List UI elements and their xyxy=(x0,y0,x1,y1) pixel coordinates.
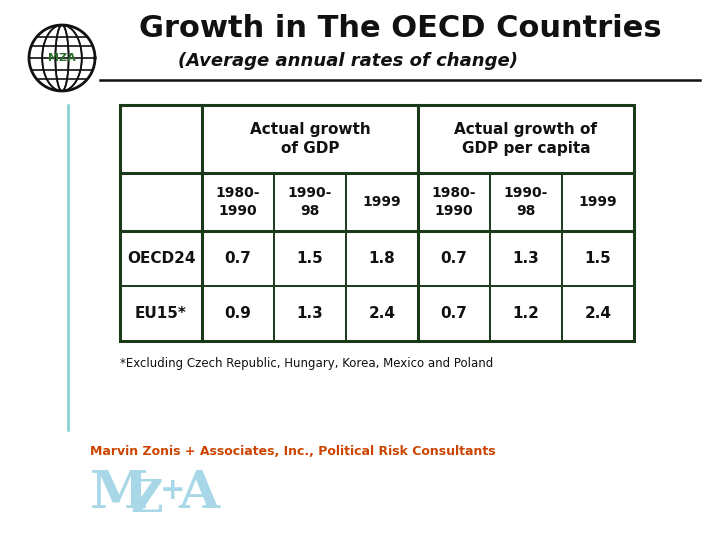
Text: 1.2: 1.2 xyxy=(513,306,539,321)
Text: 1.8: 1.8 xyxy=(369,251,395,266)
Text: Growth in The OECD Countries: Growth in The OECD Countries xyxy=(139,14,661,43)
Text: 0.7: 0.7 xyxy=(225,251,251,266)
Text: 0.9: 0.9 xyxy=(225,306,251,321)
Text: EU15*: EU15* xyxy=(135,306,187,321)
Text: 1980-
1990: 1980- 1990 xyxy=(216,186,260,218)
Text: (Average annual rates of change): (Average annual rates of change) xyxy=(178,52,518,70)
Text: 1990-
98: 1990- 98 xyxy=(288,186,332,218)
Text: 1980-
1990: 1980- 1990 xyxy=(432,186,476,218)
Text: 0.7: 0.7 xyxy=(441,306,467,321)
Text: 1.5: 1.5 xyxy=(297,251,323,266)
Text: M: M xyxy=(90,468,148,519)
Text: 1999: 1999 xyxy=(363,195,401,209)
Text: 1.5: 1.5 xyxy=(585,251,611,266)
Text: 1999: 1999 xyxy=(579,195,617,209)
Text: Marvin Zonis + Associates, Inc., Political Risk Consultants: Marvin Zonis + Associates, Inc., Politic… xyxy=(90,445,495,458)
Text: 1.3: 1.3 xyxy=(513,251,539,266)
Bar xyxy=(120,105,634,341)
Text: Actual growth of
GDP per capita: Actual growth of GDP per capita xyxy=(454,122,598,157)
Text: +: + xyxy=(160,476,186,505)
Text: Z: Z xyxy=(130,478,163,521)
Text: 2.4: 2.4 xyxy=(369,306,395,321)
Text: 1990-
98: 1990- 98 xyxy=(504,186,548,218)
Text: OECD24: OECD24 xyxy=(127,251,195,266)
Text: A: A xyxy=(178,468,219,519)
Text: *Excluding Czech Republic, Hungary, Korea, Mexico and Poland: *Excluding Czech Republic, Hungary, Kore… xyxy=(120,357,493,370)
Text: Actual growth
of GDP: Actual growth of GDP xyxy=(250,122,370,157)
Text: MZA: MZA xyxy=(48,53,76,63)
Text: 2.4: 2.4 xyxy=(585,306,611,321)
Text: 0.7: 0.7 xyxy=(441,251,467,266)
Text: 1.3: 1.3 xyxy=(297,306,323,321)
